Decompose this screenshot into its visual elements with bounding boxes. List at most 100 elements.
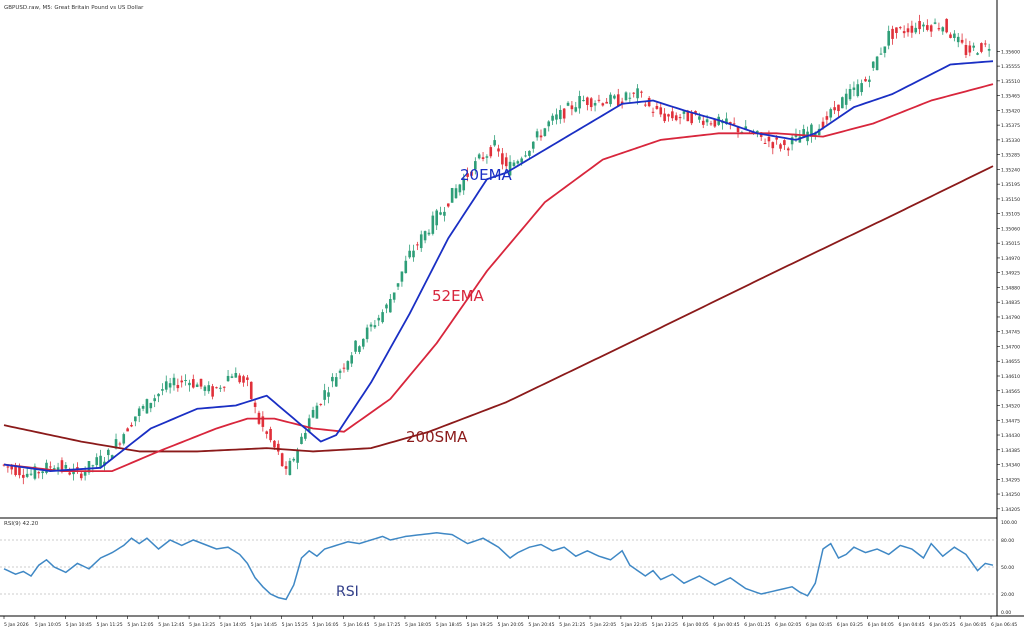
candle <box>416 241 419 251</box>
candle-body <box>728 122 732 124</box>
price-tick-label: 1.34565 <box>1001 389 1020 395</box>
candle <box>458 183 462 196</box>
candle-body <box>226 375 230 382</box>
candle-body <box>22 474 25 478</box>
candle-body <box>203 386 207 391</box>
candle <box>841 96 844 109</box>
candle <box>222 386 226 392</box>
candle-body <box>771 142 775 149</box>
candle <box>477 152 481 160</box>
candle-body <box>883 46 887 53</box>
candle-body <box>543 128 547 136</box>
candle <box>79 471 83 481</box>
candle-body <box>141 406 145 409</box>
candle-body <box>114 439 118 449</box>
candle <box>593 100 597 112</box>
price-tick-label: 1.34655 <box>1001 359 1020 365</box>
candle <box>589 96 593 112</box>
candle-body <box>207 385 211 392</box>
candle <box>45 459 48 475</box>
candle <box>682 111 686 120</box>
candle-body <box>976 53 979 55</box>
candle <box>161 383 164 396</box>
price-tick-label: 1.35060 <box>1001 226 1020 232</box>
candle <box>980 42 983 54</box>
candle-body <box>296 450 299 463</box>
candle-body <box>288 460 292 476</box>
candle <box>389 294 392 313</box>
candle <box>597 94 601 103</box>
candle <box>381 309 384 324</box>
candle-body <box>945 18 948 33</box>
candle-body <box>211 386 214 397</box>
candle <box>910 20 914 38</box>
price-tick-label: 1.34610 <box>1001 374 1020 380</box>
candle-body <box>87 461 91 473</box>
candle <box>276 440 280 455</box>
candle-body <box>763 143 767 145</box>
candle <box>493 135 496 147</box>
candle <box>655 101 659 110</box>
candle <box>474 157 477 175</box>
candle-body <box>261 416 265 427</box>
candle <box>33 463 37 481</box>
candle <box>153 394 156 408</box>
price-tick-label: 1.34700 <box>1001 344 1020 350</box>
candle <box>253 398 257 414</box>
rsi-line <box>3 532 994 601</box>
candle-body <box>775 137 778 140</box>
candle-body <box>512 162 516 166</box>
candle-body <box>674 115 678 121</box>
candle <box>945 18 948 34</box>
candle-body <box>68 472 71 475</box>
candle <box>29 469 33 477</box>
candle-body <box>489 147 493 157</box>
candle <box>462 173 466 195</box>
candle-body <box>292 458 296 461</box>
time-tick-label: 5 Jan 22:05 <box>590 622 616 628</box>
candle <box>408 244 411 259</box>
candle-body <box>157 393 160 397</box>
candle <box>976 51 979 56</box>
time-tick-label: 5 Jan 16:45 <box>343 622 369 628</box>
price-tick-label: 1.34430 <box>1001 433 1020 439</box>
time-tick-label: 6 Jan 00:45 <box>713 622 739 628</box>
sma200-line <box>3 165 994 453</box>
candle-body <box>331 376 334 382</box>
candle-body <box>744 126 748 130</box>
candle-body <box>6 466 10 468</box>
candle <box>168 378 172 394</box>
candle-body <box>597 99 601 101</box>
candle <box>22 468 25 485</box>
candle <box>361 338 365 350</box>
candle-body <box>60 460 64 471</box>
time-tick-label: 6 Jan 01:25 <box>744 622 770 628</box>
candle-body <box>315 405 319 419</box>
candle <box>825 111 829 126</box>
candle <box>516 159 520 165</box>
candle-body <box>528 150 531 156</box>
candle-body <box>531 141 535 149</box>
candle <box>779 142 782 152</box>
candle-body <box>887 30 890 46</box>
candle-body <box>701 120 705 125</box>
time-tick-label: 5 Jan 12:05 <box>127 622 153 628</box>
time-tick-label: 5 Jan 22:45 <box>621 622 647 628</box>
candle-body <box>76 467 79 470</box>
candle <box>624 91 628 102</box>
candle-body <box>246 377 249 380</box>
candle-body <box>972 45 975 48</box>
time-tick-label: 5 Jan 19:25 <box>467 622 493 628</box>
sma200-annotation: 200SMA <box>406 428 468 446</box>
candle-body <box>767 136 771 142</box>
candle <box>454 184 458 199</box>
candle <box>674 112 678 122</box>
candle-body <box>694 111 697 114</box>
candle <box>122 432 126 446</box>
candle <box>964 38 968 59</box>
candle-body <box>790 137 794 145</box>
candle-body <box>910 25 914 33</box>
candle <box>311 406 315 419</box>
candle-body <box>145 399 149 414</box>
